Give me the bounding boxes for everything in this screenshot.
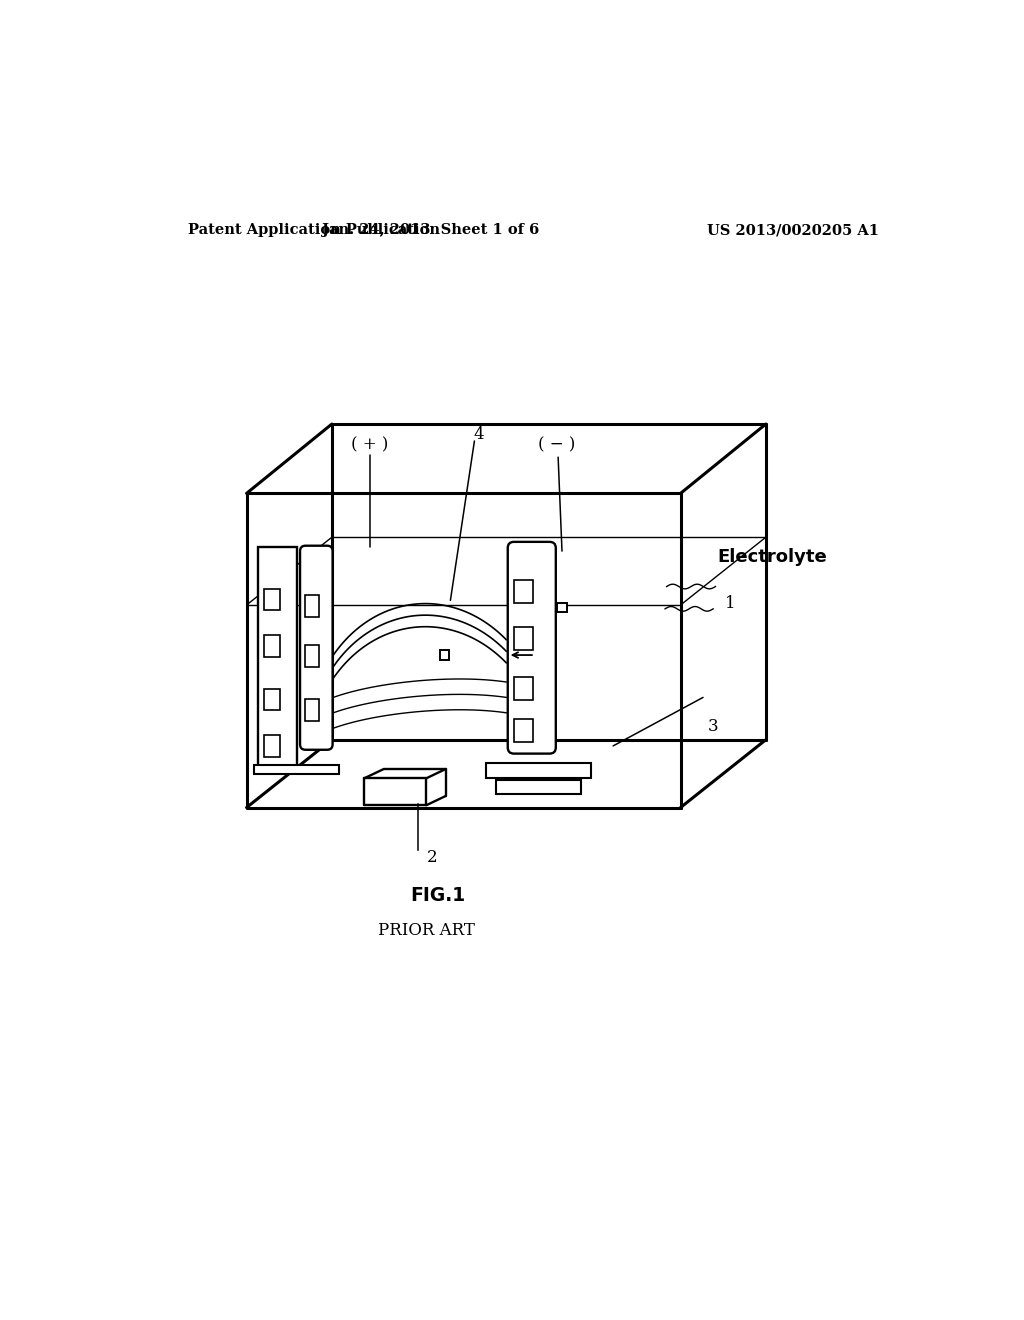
Text: 3: 3 [708,718,718,735]
Bar [439,651,449,660]
Text: Patent Application Publication: Patent Application Publication [188,223,440,238]
Bar [496,780,582,793]
Text: 1: 1 [725,595,735,612]
Text: Jan. 24, 2013  Sheet 1 of 6: Jan. 24, 2013 Sheet 1 of 6 [322,223,539,238]
Text: Electrolyte: Electrolyte [717,548,826,566]
Bar [264,735,280,756]
Text: 2: 2 [426,849,437,866]
Text: ( − ): ( − ) [538,437,575,453]
Bar [264,635,280,656]
Bar [514,581,532,603]
Text: US 2013/0020205 A1: US 2013/0020205 A1 [707,223,879,238]
Text: FIG.1: FIG.1 [411,886,466,904]
Bar [486,763,591,779]
Bar [514,677,532,700]
Bar [264,689,280,710]
Bar [254,766,339,775]
Text: PRIOR ART: PRIOR ART [378,923,475,940]
FancyBboxPatch shape [300,545,333,750]
Bar [264,589,280,610]
Bar [305,645,318,667]
Text: 4: 4 [473,425,483,442]
Bar [514,719,532,742]
Bar [557,603,566,612]
Bar [305,595,318,616]
Bar [305,700,318,721]
FancyBboxPatch shape [508,543,556,754]
Bar [258,548,297,771]
Text: ( + ): ( + ) [351,437,388,453]
Bar [514,627,532,649]
